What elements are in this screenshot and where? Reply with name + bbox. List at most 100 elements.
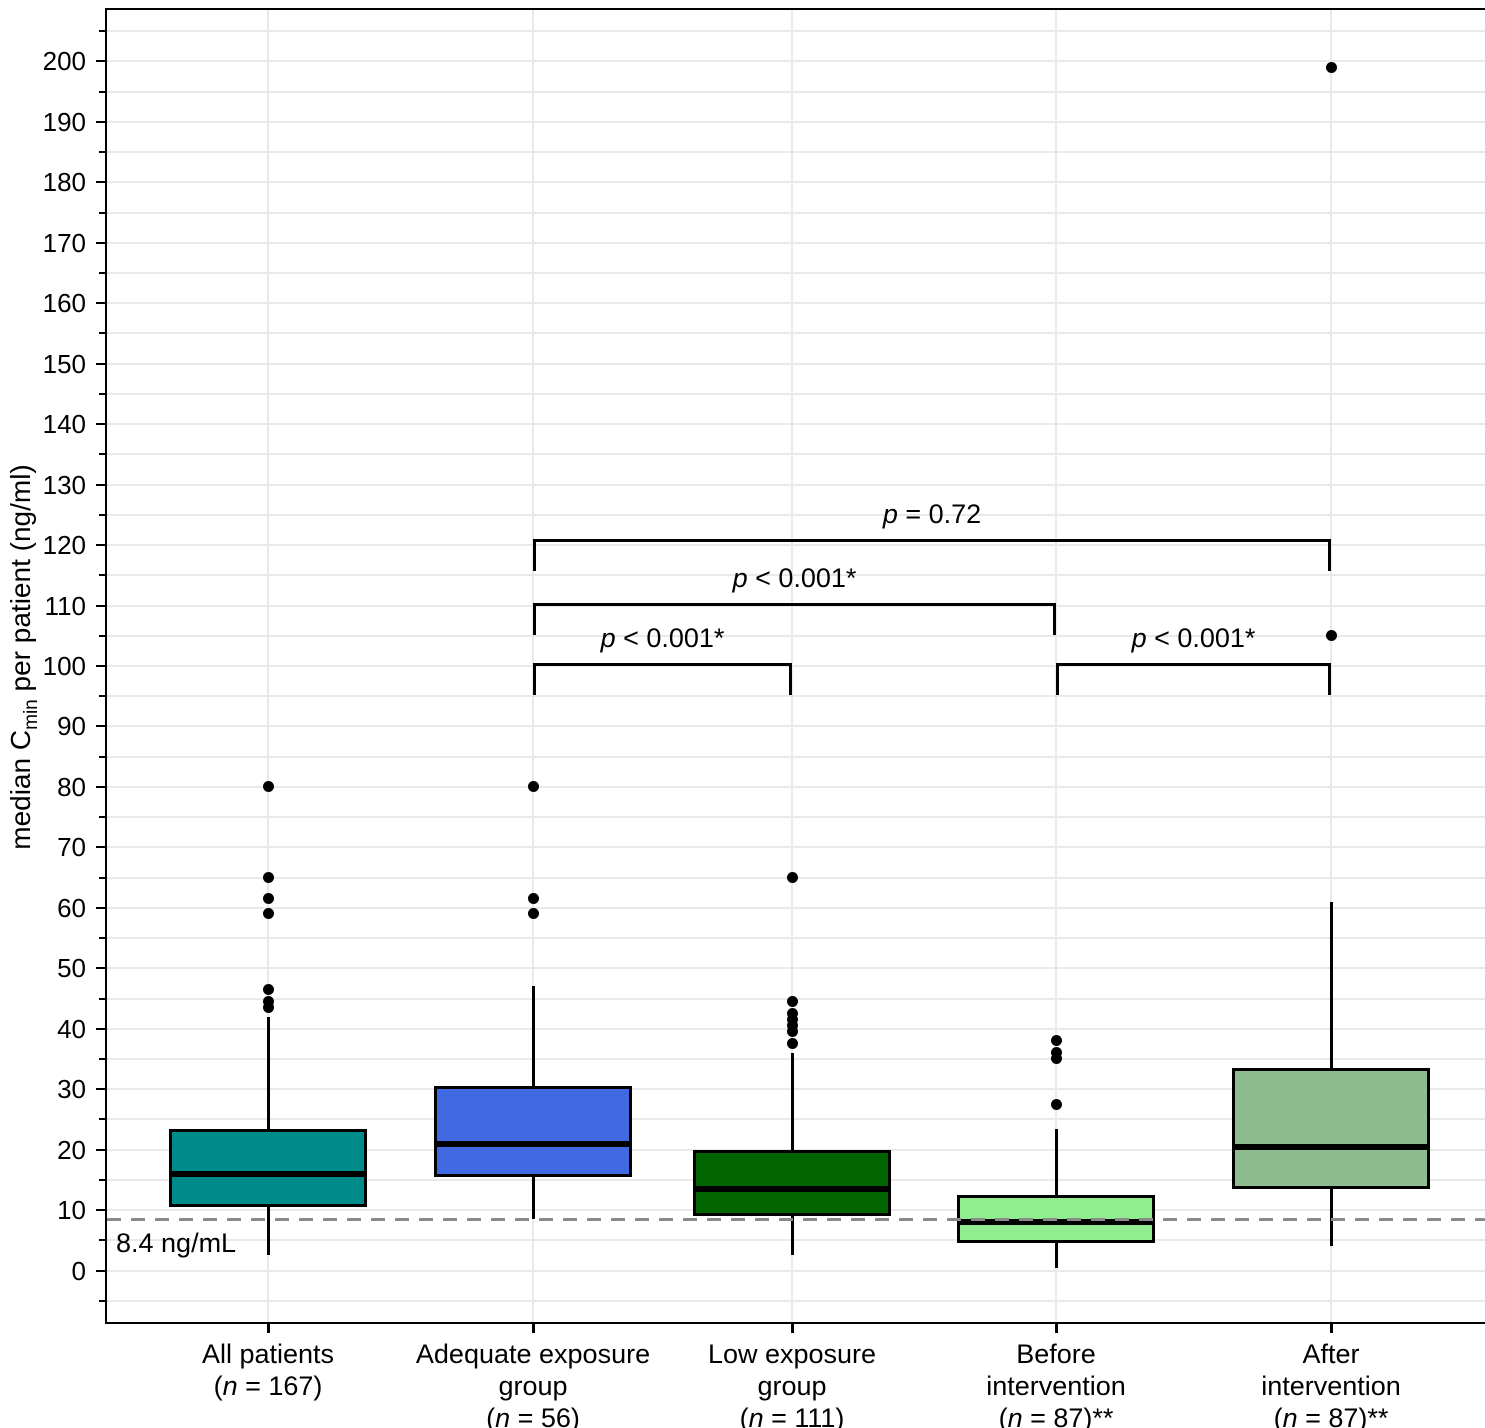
horizontal-gridline <box>107 937 1485 940</box>
horizontal-gridline <box>107 1118 1485 1121</box>
horizontal-gridline <box>107 423 1485 426</box>
outlier-dot <box>262 893 274 905</box>
y-axis-tick <box>96 120 105 123</box>
y-axis-tick <box>96 604 105 607</box>
outlier-dot <box>1050 1053 1062 1065</box>
x-axis-label-line: group <box>498 1371 568 1401</box>
y-tick-label: 80 <box>57 771 86 802</box>
y-axis-tick <box>96 60 105 63</box>
horizontal-gridline <box>107 967 1485 970</box>
bracket-tick <box>533 539 536 572</box>
bracket-line <box>533 539 1331 543</box>
bracket-tick <box>533 602 536 635</box>
y-tick-label: 20 <box>57 1134 86 1165</box>
horizontal-gridline <box>107 544 1485 547</box>
bracket-tick <box>1056 662 1059 695</box>
y-tick-label: 150 <box>42 348 86 379</box>
median-line <box>693 1185 891 1192</box>
x-axis-tick <box>1054 1324 1058 1333</box>
outlier-dot <box>1325 630 1337 642</box>
p-value-label: p < 0.001* <box>1131 622 1256 653</box>
outlier-dot <box>786 1038 798 1050</box>
outlier-dot <box>786 872 798 884</box>
x-axis-label-line: (n = 167) <box>213 1371 323 1401</box>
x-axis-label-line: Adequate exposure <box>415 1339 651 1369</box>
y-axis-tick <box>99 937 105 940</box>
x-axis-tick <box>1329 1324 1333 1333</box>
bracket-tick <box>1328 662 1331 695</box>
outlier-dot <box>262 781 274 793</box>
y-tick-label: 30 <box>57 1074 86 1105</box>
y-tick-label: 70 <box>57 832 86 863</box>
horizontal-gridline <box>107 1299 1485 1302</box>
y-axis-tick <box>99 151 105 154</box>
horizontal-gridline <box>107 785 1485 788</box>
y-axis-tick <box>99 392 105 395</box>
plot-panel: p = 0.72 p < 0.001* p < 0.001* p < 0.001* <box>105 8 1485 1324</box>
y-axis-tick <box>99 755 105 758</box>
outlier-dot <box>262 1002 274 1014</box>
horizontal-gridline <box>107 332 1485 335</box>
horizontal-gridline <box>107 302 1485 305</box>
y-axis-tick <box>96 302 105 305</box>
y-tick-label: 180 <box>42 167 86 198</box>
horizontal-gridline <box>107 906 1485 909</box>
outlier-dot <box>786 1020 798 1032</box>
y-axis-tick <box>99 211 105 214</box>
y-axis-tick <box>99 634 105 637</box>
x-axis-tick <box>266 1324 270 1333</box>
median-line <box>957 1219 1155 1226</box>
x-axis-label: Low exposure group (n = 111) <box>622 1338 962 1428</box>
outlier-dot <box>262 872 274 884</box>
x-axis-label: Adequate exposure group (n = 56) <box>363 1338 703 1428</box>
vertical-gridline <box>1330 10 1332 1322</box>
x-axis-label-line: (n = 56) <box>486 1403 580 1428</box>
y-axis-tick <box>99 332 105 335</box>
y-axis-tick <box>96 906 105 909</box>
p-value-label: p = 0.72 <box>882 499 982 530</box>
y-tick-label: 110 <box>44 590 86 621</box>
y-axis-tick <box>99 816 105 819</box>
y-axis-tick <box>96 846 105 849</box>
p-value-label: p < 0.001* <box>732 562 857 593</box>
x-axis-label-line: (n = 111) <box>739 1403 845 1428</box>
horizontal-gridline <box>107 453 1485 456</box>
horizontal-gridline <box>107 211 1485 214</box>
box-group-3 <box>693 1149 891 1217</box>
bracket-line <box>533 602 1056 606</box>
y-tick-label: 190 <box>42 106 86 137</box>
bracket-tick <box>1053 602 1056 635</box>
outlier-dot <box>786 1026 798 1038</box>
horizontal-gridline <box>107 392 1485 395</box>
median-line <box>169 1170 367 1177</box>
outlier-dot <box>527 893 539 905</box>
horizontal-gridline <box>107 755 1485 758</box>
median-line <box>434 1140 632 1147</box>
horizontal-gridline <box>107 695 1485 698</box>
horizontal-gridline <box>107 483 1485 486</box>
horizontal-gridline <box>107 181 1485 184</box>
y-axis-tick <box>96 181 105 184</box>
y-axis-tick <box>96 1027 105 1030</box>
y-axis-tick <box>99 574 105 577</box>
y-axis-tick <box>99 513 105 516</box>
outlier-dot <box>527 781 539 793</box>
horizontal-gridline <box>107 30 1485 33</box>
median-line <box>1232 1143 1430 1150</box>
horizontal-gridline <box>107 1057 1485 1060</box>
box-group-1 <box>169 1128 367 1208</box>
y-axis-tick <box>96 241 105 244</box>
horizontal-gridline <box>107 241 1485 244</box>
y-tick-label: 100 <box>42 651 86 681</box>
horizontal-gridline <box>107 1239 1485 1242</box>
threshold-label: 8.4 ng/mL <box>116 1228 237 1258</box>
outlier-dot <box>1325 61 1337 73</box>
y-tick-label: 140 <box>42 409 86 440</box>
y-axis-tick <box>96 483 105 486</box>
y-axis-tick <box>99 453 105 456</box>
vertical-gridline <box>791 10 793 1322</box>
x-axis-label-line: (n = 87)** <box>1273 1403 1389 1428</box>
bracket-tick <box>1328 539 1331 572</box>
horizontal-gridline <box>107 574 1485 577</box>
